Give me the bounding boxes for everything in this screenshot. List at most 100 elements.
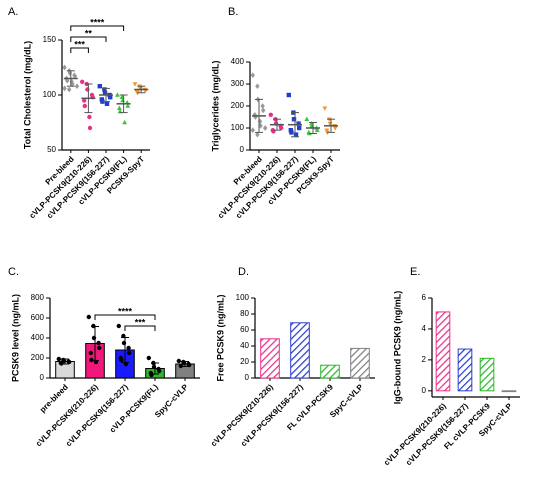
data-point [56,356,61,362]
significance-label: **** [90,17,105,27]
y-tick-label: 40 [240,341,249,350]
significance-label: *** [74,39,85,49]
significance-bracket [94,314,156,320]
significance-label: **** [118,306,133,316]
significance-bracket [70,36,107,42]
data-point [263,125,268,131]
y-tick-label: 100 [236,293,250,302]
data-point [255,83,260,90]
data-point [65,77,70,84]
data-point [291,117,297,122]
data-point [104,101,110,106]
data-point [96,340,101,346]
data-point [121,340,127,346]
data-point [250,72,255,79]
y-tick-label: 60 [240,325,249,334]
data-point [289,130,294,135]
data-point [116,323,121,329]
bar [290,322,310,379]
data-point [80,79,85,84]
data-point [286,92,291,98]
data-point [66,359,72,365]
y-tick-label: 50 [47,145,56,154]
significance-bracket [124,325,156,331]
bar [457,348,473,392]
data-point [85,87,90,92]
y-tick-label: 800 [31,293,45,302]
data-point [255,131,260,138]
y-tick-label: 150 [43,35,57,44]
bar [350,347,370,379]
y-tick-label: 300 [231,79,245,88]
data-point [297,125,302,131]
y-tick-label: 80 [240,309,249,318]
data-point [268,112,273,117]
panel-label: A. [8,6,18,18]
data-point [178,363,183,369]
data-point [82,98,87,103]
data-point [304,116,310,121]
data-point [176,358,181,364]
data-point [122,119,128,125]
y-tick-label: 0 [245,373,250,382]
data-point [250,127,255,134]
data-point [86,314,91,320]
data-point [260,103,265,109]
data-point [74,83,80,90]
data-point [314,127,320,132]
y-tick-label: 0 [240,145,245,154]
bar [501,390,517,393]
data-point [151,364,157,370]
panel-label: B. [228,6,238,18]
data-point [332,126,338,131]
data-point [149,372,154,378]
y-axis-label: Triglycerides (mg/dL) [210,60,220,151]
panel-label: C. [8,266,19,278]
y-tick-label: 2 [422,355,427,364]
y-tick-label: 6 [422,293,427,302]
data-point [125,103,131,108]
y-tick-label: 400 [231,57,245,66]
data-point [261,107,266,114]
data-point [146,355,152,361]
data-point [293,132,299,137]
data-point [119,357,124,363]
bar [320,364,340,379]
data-point [114,92,120,97]
data-point [279,125,284,131]
data-point [67,86,72,93]
y-tick-label: 100 [43,90,57,99]
data-point [126,350,132,356]
data-point [87,125,93,131]
panel-label: E. [410,266,420,278]
data-point [97,84,102,89]
y-tick-label: 0 [40,373,45,382]
significance-bracket [70,25,125,31]
data-point [72,73,78,80]
y-tick-label: 0 [422,386,427,395]
data-point [82,103,87,109]
data-point [108,95,113,100]
y-axis-label: PCSK9 level (ng/mL) [10,294,20,382]
data-point [87,114,92,120]
significance-label: *** [135,317,146,327]
data-point [322,106,328,111]
y-tick-label: 100 [231,123,245,132]
data-point [62,64,67,71]
data-point [116,105,122,110]
bar [435,311,451,392]
data-point [70,81,75,87]
data-point [132,82,138,87]
y-tick-label: 600 [31,313,45,322]
y-axis-label: Total Cholesterol (mg/dL) [22,41,32,149]
data-point [126,345,131,351]
bar [479,357,495,392]
data-point [62,85,67,92]
data-point [157,368,162,374]
data-point [88,350,93,356]
significance-label: ** [85,28,93,38]
y-tick-label: 400 [31,333,45,342]
data-point [91,335,97,341]
y-tick-label: 200 [31,353,45,362]
